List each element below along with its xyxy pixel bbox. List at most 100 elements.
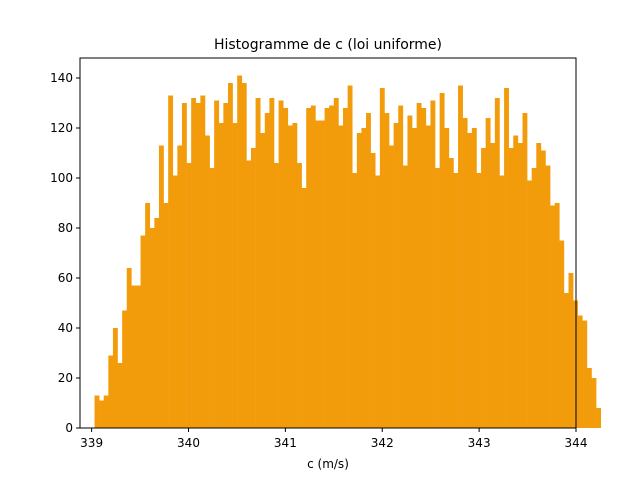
histogram-bar (435, 168, 440, 428)
histogram-bar (241, 83, 247, 428)
histogram-bar (421, 108, 427, 428)
histogram-bar (540, 150, 546, 428)
histogram-bar (375, 175, 381, 428)
histogram-bar (591, 378, 597, 428)
y-tick-label: 100 (50, 171, 73, 185)
chart-title: Histogramme de c (loi uniforme) (214, 37, 442, 53)
histogram-bar (586, 368, 592, 428)
histogram-bar (356, 133, 362, 428)
histogram-bar (402, 165, 408, 428)
histogram-bar (135, 285, 141, 428)
histogram-bar (453, 173, 459, 428)
histogram-bar (163, 203, 169, 428)
histogram-bar (563, 293, 569, 428)
histogram-bar (227, 83, 233, 428)
histogram-bar (260, 133, 266, 428)
histogram-bar (559, 240, 565, 428)
histogram-bar (232, 123, 238, 428)
histogram-bar (172, 175, 178, 428)
histogram-bar (531, 168, 537, 428)
histogram-bar (145, 203, 151, 428)
histogram-bar (379, 88, 385, 428)
histogram-bar (117, 363, 123, 428)
histogram-bar (513, 135, 519, 428)
histogram-bar (278, 100, 284, 428)
histogram-bar (517, 143, 523, 428)
histogram-bar (494, 98, 500, 428)
histogram-bar (448, 158, 454, 428)
histogram-bar (471, 128, 477, 428)
histogram-bar (545, 165, 551, 428)
histogram-bar (246, 160, 252, 428)
histogram-bar (131, 285, 137, 428)
histogram-bar (94, 395, 100, 428)
histogram-bar (467, 133, 473, 428)
histogram-bar (485, 118, 491, 428)
histogram-bar (237, 75, 243, 428)
histogram-bar (347, 85, 353, 428)
histogram-bar (287, 125, 293, 428)
histogram-bars (94, 75, 601, 428)
histogram-bar (352, 173, 358, 428)
x-tick-label: 339 (80, 436, 103, 450)
y-tick-label: 60 (58, 271, 73, 285)
histogram-bar (301, 188, 307, 428)
histogram-bar (522, 113, 528, 428)
histogram-bar (333, 98, 339, 428)
histogram-bar (140, 235, 146, 428)
x-tick-label: 342 (371, 436, 394, 450)
histogram-bar (181, 103, 187, 428)
histogram-bar (264, 113, 270, 428)
histogram-bar (126, 268, 132, 428)
histogram-bar (306, 108, 312, 428)
histogram-bar (223, 103, 229, 428)
histogram-bar (458, 85, 463, 428)
histogram-bar (412, 128, 417, 428)
histogram-bar (269, 98, 275, 428)
y-tick-label: 120 (50, 121, 73, 135)
histogram-bar (320, 120, 325, 428)
histogram-bar (204, 135, 210, 428)
histogram-bar (481, 148, 486, 428)
histogram-bar (361, 128, 367, 428)
histogram-bar (582, 320, 588, 428)
histogram-bar (425, 125, 431, 428)
histogram-bar (393, 123, 399, 428)
histogram-bar (103, 395, 109, 428)
histogram-bar (596, 408, 601, 428)
histogram-bar (99, 400, 105, 428)
y-tick-label: 80 (58, 221, 73, 235)
histogram-bar (499, 175, 505, 428)
histogram-bar (338, 125, 344, 428)
histogram-bar (297, 163, 302, 428)
x-tick-label: 343 (468, 436, 491, 450)
y-tick-label: 140 (50, 71, 73, 85)
histogram-bar (186, 163, 192, 428)
histogram-bar (191, 98, 197, 428)
histogram-bar (154, 218, 160, 428)
histogram-bar (490, 143, 496, 428)
histogram-bar (177, 145, 183, 428)
plot-frame (79, 57, 577, 429)
histogram-bar (329, 105, 335, 428)
histogram-bar (273, 163, 279, 428)
histogram-bar (577, 315, 583, 428)
histogram-bar (398, 105, 404, 428)
histogram-bar (122, 310, 128, 428)
histogram-bar (324, 108, 330, 428)
y-tick-label: 40 (58, 321, 73, 335)
histogram-bar (568, 273, 574, 428)
y-tick-label: 20 (58, 371, 73, 385)
histogram-bar (504, 88, 509, 428)
histogram-bar (168, 95, 174, 428)
x-tick-label: 344 (565, 436, 588, 450)
histogram-bar (195, 103, 201, 428)
histogram-bar (536, 143, 542, 428)
histogram-bar (343, 108, 348, 428)
histogram-bar (149, 228, 155, 428)
histogram-bar (476, 173, 482, 428)
histogram-bar (315, 120, 321, 428)
histogram-bar (508, 148, 514, 428)
x-axis-ticks: 339 340 341 342 343 344 (80, 428, 587, 450)
